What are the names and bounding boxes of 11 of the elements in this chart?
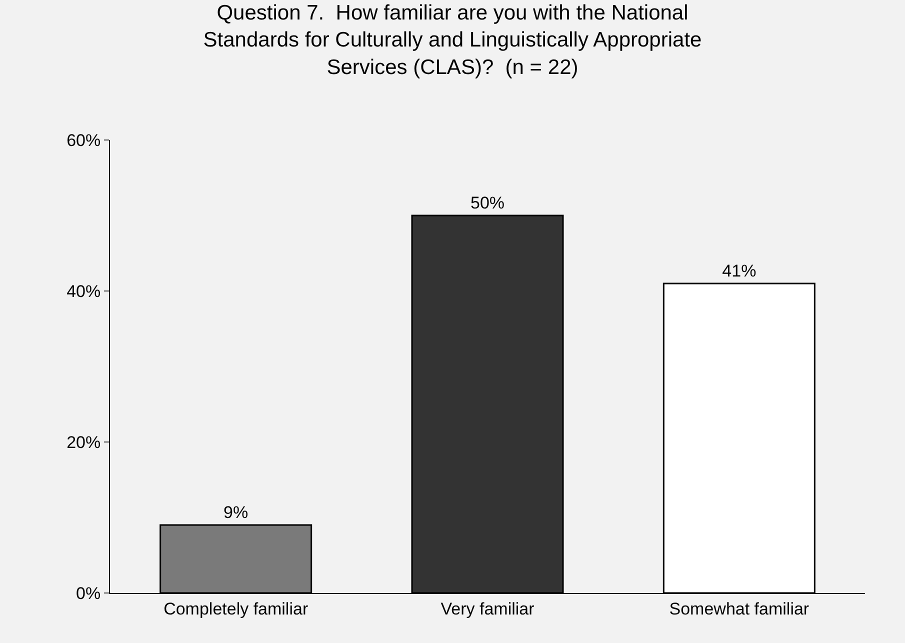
data-label: 41%: [722, 261, 756, 280]
x-tick-label: Very familiar: [440, 599, 535, 618]
y-tick-label: 20%: [66, 432, 101, 452]
x-tick-label: Completely familiar: [164, 599, 308, 618]
y-tick-label: 60%: [66, 130, 101, 150]
data-label: 9%: [224, 503, 248, 522]
x-tick-label: Somewhat familiar: [669, 599, 810, 618]
data-label: 50%: [470, 194, 505, 212]
chart-title: Question 7. How familiar are you with the National Standards for Culturally and Linguistically Appropriate Services (CLAS)? (n = 22): [203, 1, 702, 79]
y-tick-label: 0%: [76, 584, 101, 603]
y-tick-label: 40%: [66, 282, 101, 301]
